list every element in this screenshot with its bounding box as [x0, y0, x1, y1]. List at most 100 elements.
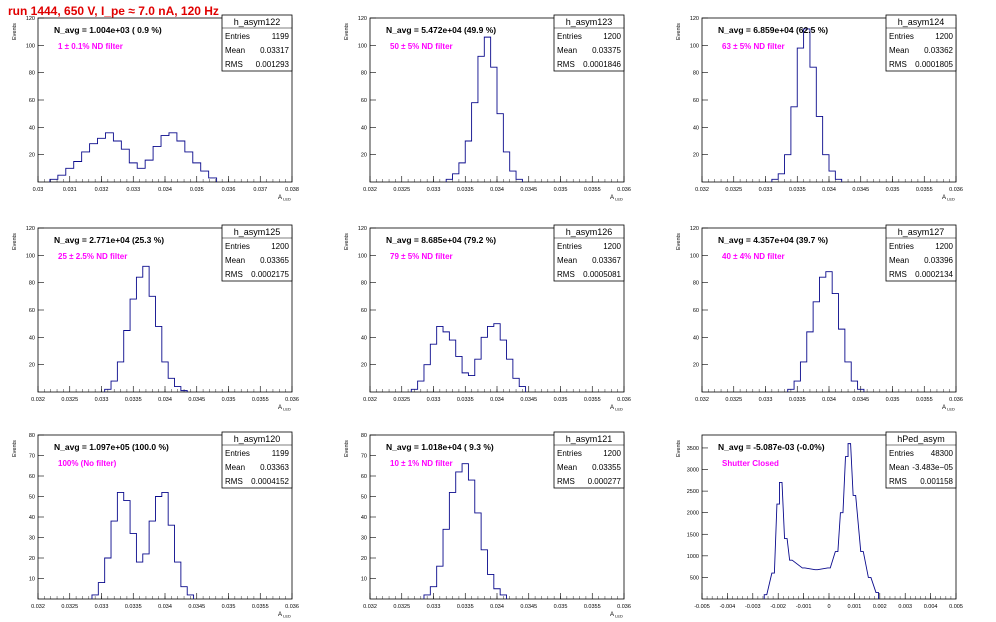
- x-tick-label: 0.037: [253, 187, 267, 193]
- y-tick-label: 20: [693, 153, 699, 159]
- y-axis-label: Events: [12, 233, 18, 250]
- x-tick-label: 0.004: [924, 604, 938, 610]
- stats-value: 1200: [935, 242, 953, 251]
- filter-label: 40 ± 4% ND filter: [722, 252, 785, 261]
- filter-label: Shutter Closed: [722, 459, 779, 468]
- x-tick-label: 0.033: [427, 187, 441, 193]
- x-tick-label: -0.003: [745, 604, 761, 610]
- stats-box: [553, 431, 625, 489]
- x-tick-label: 0.033: [126, 187, 140, 193]
- stats-label: Entries: [557, 32, 582, 41]
- stats-value: 0.001293: [256, 60, 290, 69]
- x-tick-label: 0.0345: [520, 187, 537, 193]
- y-tick-label: 100: [358, 253, 367, 259]
- y-axis-label: Events: [344, 440, 350, 457]
- stats-value: 0.0004152: [251, 477, 289, 486]
- x-tick-label: 0.033: [759, 187, 773, 193]
- y-tick-label: 60: [29, 308, 35, 314]
- stats-value: 0.03363: [260, 463, 289, 472]
- histogram-pad: Events 10 20 30 40 50 60 70 80 0.032 0.0325 0.033 0.…: [344, 431, 631, 619]
- x-axis-label-sub: LED: [282, 197, 291, 202]
- y-tick-label: 70: [29, 454, 35, 460]
- histogram-pad: Events 20 40 60 80 100 120 0.032 0.0325 0.033 0.03…: [344, 224, 631, 412]
- y-tick-label: 40: [693, 125, 699, 131]
- histogram-title: h_asym121: [566, 434, 613, 444]
- x-tick-label: 0.032: [363, 604, 377, 610]
- y-tick-label: 80: [361, 433, 367, 439]
- x-tick-label: 0.034: [158, 397, 172, 403]
- x-tick-label: 0.0335: [789, 397, 806, 403]
- x-tick-label: 0.001: [848, 604, 862, 610]
- x-tick-label: 0.033: [427, 604, 441, 610]
- stats-box: [885, 431, 957, 489]
- y-axis-label: Events: [344, 233, 350, 250]
- x-tick-label: 0.036: [285, 604, 299, 610]
- y-axis-label: Events: [676, 233, 682, 250]
- histogram-title: h_asym123: [566, 17, 613, 27]
- stats-label: RMS: [225, 270, 243, 279]
- y-tick-label: 50: [29, 495, 35, 501]
- x-tick-label: 0.034: [490, 397, 504, 403]
- y-tick-label: 2000: [687, 511, 699, 517]
- filter-label: 79 ± 5% ND filter: [390, 252, 453, 261]
- x-axis-label: A LED: [278, 612, 291, 619]
- x-tick-label: 0.036: [222, 187, 236, 193]
- histogram-series: [445, 36, 523, 182]
- x-tick-label: 0.0345: [188, 397, 205, 403]
- stats-label: Mean: [557, 256, 577, 265]
- x-tick-label: 0.036: [617, 187, 631, 193]
- x-axis-label: A LED: [942, 195, 955, 202]
- histogram-pad: Events 20 40 60 80 100 120 0.032 0.0325 0.033 0.03…: [344, 14, 631, 202]
- histogram-title: h_asym124: [898, 17, 945, 27]
- stats-label: Entries: [557, 242, 582, 251]
- y-tick-label: 60: [693, 308, 699, 314]
- stats-value: 0.000277: [588, 477, 622, 486]
- stats-label: Entries: [225, 449, 250, 458]
- x-tick-label: 0.034: [490, 604, 504, 610]
- x-axis-label: A LED: [610, 405, 623, 412]
- stats-label: Entries: [889, 32, 914, 41]
- histogram-title: h_asym125: [234, 227, 281, 237]
- n-avg-label: N_avg = 1.018e+04 ( 9.3 %): [386, 442, 494, 452]
- stats-value: 0.03317: [260, 46, 289, 55]
- x-tick-label: 0.0325: [725, 397, 742, 403]
- x-tick-label: 0.033: [427, 397, 441, 403]
- y-tick-label: 20: [29, 556, 35, 562]
- n-avg-label: N_avg = 6.859e+04 (62.5 %): [718, 25, 828, 35]
- n-avg-label: N_avg = -5.087e-03 (-0.0%): [718, 442, 825, 452]
- y-tick-label: 20: [361, 363, 367, 369]
- x-tick-label: 0.035: [190, 187, 204, 193]
- x-tick-label: 0.0345: [852, 187, 869, 193]
- stats-label: RMS: [557, 477, 575, 486]
- y-tick-label: 100: [26, 253, 35, 259]
- n-avg-label: N_avg = 4.357e+04 (39.7 %): [718, 235, 828, 245]
- stats-label: Mean: [225, 256, 245, 265]
- stats-value: 0.0005081: [583, 270, 621, 279]
- histogram-pad: Events 500 1000 1500 2000 2500 3000 3500 -0.005 -…: [676, 431, 963, 610]
- y-tick-label: 40: [361, 335, 367, 341]
- x-tick-label: 0.036: [949, 397, 963, 403]
- x-tick-label: 0.0355: [584, 604, 601, 610]
- histogram-title: h_asym120: [234, 434, 281, 444]
- x-axis-label: A LED: [942, 405, 955, 412]
- stats-label: Entries: [557, 449, 582, 458]
- x-tick-label: 0.034: [158, 604, 172, 610]
- x-tick-label: 0.033: [759, 397, 773, 403]
- y-tick-label: 80: [693, 281, 699, 287]
- x-tick-label: 0.0325: [61, 397, 78, 403]
- filter-label: 10 ± 1% ND filter: [390, 459, 453, 468]
- x-tick-label: 0.03: [33, 187, 44, 193]
- x-tick-label: 0.002: [873, 604, 887, 610]
- y-tick-label: 60: [29, 474, 35, 480]
- x-tick-label: 0.0335: [457, 604, 474, 610]
- n-avg-label: N_avg = 1.097e+05 (100.0 %): [54, 442, 169, 452]
- x-tick-label: 0.035: [554, 604, 568, 610]
- x-tick-label: 0.035: [554, 397, 568, 403]
- y-tick-label: 20: [361, 556, 367, 562]
- x-tick-label: 0.032: [31, 604, 45, 610]
- x-tick-label: 0.0335: [457, 397, 474, 403]
- stats-label: Entries: [225, 242, 250, 251]
- y-axis-label: Events: [676, 440, 682, 457]
- histogram-pad: Events 10 20 30 40 50 60 70 80 0.032 0.0325 0.033 0.…: [12, 431, 299, 619]
- x-tick-label: -0.002: [770, 604, 786, 610]
